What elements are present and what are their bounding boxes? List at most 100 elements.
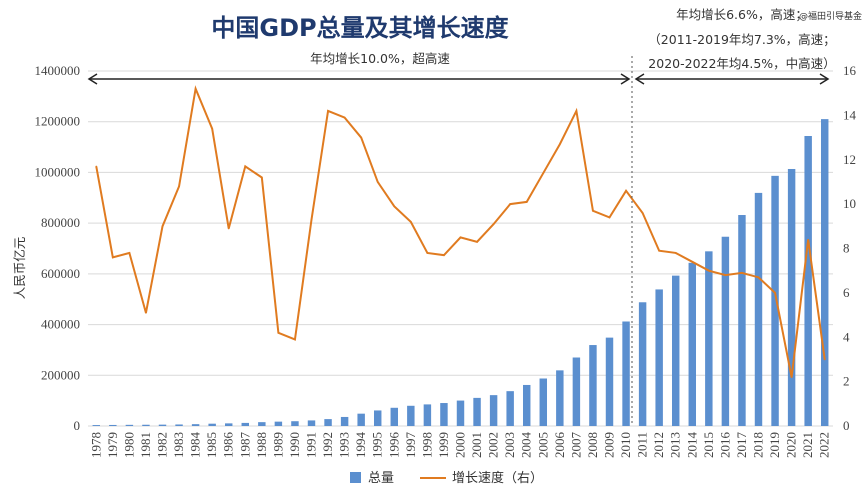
x-tick-label: 2016 bbox=[717, 432, 732, 459]
y-tick-label: 800000 bbox=[41, 215, 80, 230]
growth-point-2012 bbox=[658, 249, 660, 252]
bar-2004 bbox=[522, 384, 531, 426]
x-tick-label: 2020 bbox=[784, 432, 799, 458]
bar-2014 bbox=[688, 262, 697, 426]
x-tick-label: 1998 bbox=[419, 432, 434, 458]
bar-1978 bbox=[92, 425, 101, 426]
y2-tick-label: 8 bbox=[843, 241, 850, 256]
y-tick-label: 1400000 bbox=[35, 63, 81, 78]
x-tick-label: 1999 bbox=[436, 432, 451, 458]
annotation-period2-line3: 2020-2022年均4.5%，中高速） bbox=[648, 56, 835, 71]
bar-2003 bbox=[506, 391, 514, 426]
y2-tick-label: 14 bbox=[843, 107, 857, 122]
legend-bar-label: 总量 bbox=[368, 471, 394, 486]
bar-2016 bbox=[721, 236, 730, 426]
growth-point-1985 bbox=[211, 127, 213, 130]
growth-point-1984 bbox=[194, 87, 197, 90]
growth-point-1995 bbox=[376, 181, 379, 183]
x-tick-label: 1984 bbox=[188, 432, 203, 459]
x-tick-label: 1991 bbox=[304, 432, 319, 458]
bar-1996 bbox=[390, 407, 399, 426]
growth-point-1983 bbox=[178, 185, 180, 188]
growth-point-1982 bbox=[161, 225, 164, 228]
arrowheads-period2 bbox=[634, 73, 830, 85]
y2-tick-label: 12 bbox=[843, 152, 856, 167]
annotation-period2-line1: 年均增长6.6%，高速； bbox=[676, 7, 808, 22]
bar-1997 bbox=[407, 405, 415, 426]
bar-2018 bbox=[754, 192, 763, 426]
x-tick-label: 1980 bbox=[121, 432, 136, 458]
bar-2019 bbox=[771, 175, 779, 426]
y2-tick-label: 10 bbox=[843, 196, 856, 211]
x-tick-label: 1979 bbox=[105, 432, 120, 458]
growth-point-1981 bbox=[145, 312, 147, 314]
bar-2009 bbox=[605, 337, 614, 426]
x-tick-label: 1985 bbox=[204, 432, 219, 458]
bar-1993 bbox=[340, 416, 349, 426]
annotation-period2-line2: （2011-2019年均7.3%，高速； bbox=[648, 32, 835, 47]
y-tick-label: 1000000 bbox=[35, 164, 81, 179]
growth-point-1998 bbox=[426, 252, 429, 254]
y-tick-label: 400000 bbox=[41, 317, 80, 332]
bar-2008 bbox=[589, 345, 597, 426]
x-tick-label: 1993 bbox=[337, 432, 352, 458]
growth-point-2000 bbox=[459, 236, 462, 239]
growth-point-2020 bbox=[790, 376, 793, 378]
x-tick-label: 1990 bbox=[287, 432, 302, 458]
x-tick-label: 1978 bbox=[88, 432, 103, 458]
growth-point-1988 bbox=[261, 176, 263, 179]
growth-point-2011 bbox=[641, 212, 644, 214]
growth-point-2005 bbox=[542, 172, 545, 174]
bar-2002 bbox=[489, 395, 498, 426]
x-tick-label: 1988 bbox=[254, 432, 269, 458]
x-tick-label: 2005 bbox=[535, 432, 550, 458]
bar-1984 bbox=[191, 424, 200, 426]
x-tick-label: 1992 bbox=[320, 432, 335, 458]
growth-point-2010 bbox=[625, 190, 627, 192]
growth-point-1994 bbox=[360, 136, 362, 139]
bar-1983 bbox=[175, 424, 183, 426]
bar-1987 bbox=[241, 422, 250, 426]
y2-tick-label: 4 bbox=[843, 329, 850, 344]
legend-bar-swatch bbox=[350, 472, 361, 483]
annotation-period1: 年均增长10.0%，超高速 bbox=[310, 51, 450, 66]
growth-point-2009 bbox=[608, 216, 611, 219]
watermark: @福田引导基金 bbox=[799, 10, 862, 22]
growth-point-1992 bbox=[327, 110, 329, 112]
growth-point-1989 bbox=[277, 332, 280, 334]
bar-1995 bbox=[373, 410, 382, 426]
growth-point-1991 bbox=[310, 218, 313, 221]
bar-2000 bbox=[456, 400, 465, 426]
growth-point-2021 bbox=[807, 238, 809, 241]
x-tick-label: 2000 bbox=[453, 432, 468, 458]
growth-point-2015 bbox=[708, 269, 710, 272]
x-tick-label: 1989 bbox=[270, 432, 285, 458]
growth-rate-line bbox=[95, 85, 826, 378]
y2-tick-label: 16 bbox=[843, 63, 857, 78]
x-tick-label: 2001 bbox=[469, 432, 484, 458]
x-tick-label: 1986 bbox=[221, 432, 236, 459]
bar-1988 bbox=[258, 422, 266, 426]
y2-tick-label: 2 bbox=[843, 374, 850, 389]
x-tick-label: 2007 bbox=[568, 432, 583, 459]
x-tick-label: 1996 bbox=[386, 432, 401, 459]
bar-1998 bbox=[423, 404, 432, 426]
x-tick-label: 2002 bbox=[486, 432, 501, 458]
bar-1982 bbox=[158, 424, 167, 426]
growth-point-2007 bbox=[575, 110, 578, 112]
bar-2006 bbox=[556, 370, 564, 426]
x-tick-label: 1994 bbox=[353, 432, 368, 459]
growth-point-2003 bbox=[509, 203, 511, 205]
growth-point-2019 bbox=[774, 292, 776, 294]
x-tick-label: 1987 bbox=[237, 432, 252, 459]
x-tick-label: 2015 bbox=[701, 432, 716, 458]
x-tick-label: 2018 bbox=[751, 432, 766, 458]
bar-1991 bbox=[307, 420, 316, 426]
bar-2017 bbox=[738, 215, 746, 426]
growth-point-2013 bbox=[674, 252, 677, 254]
y2-tick-label: 6 bbox=[843, 285, 850, 300]
y-tick-label: 1200000 bbox=[35, 114, 81, 129]
x-tick-label: 1983 bbox=[171, 432, 186, 458]
arrowheads-period1 bbox=[87, 73, 631, 85]
bar-1981 bbox=[142, 424, 150, 426]
